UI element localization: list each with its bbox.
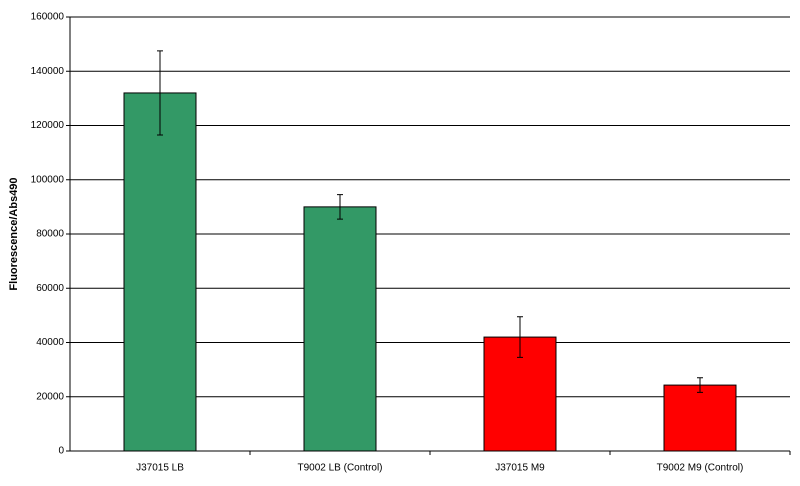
bar (123, 92, 197, 452)
error-bar (157, 50, 163, 136)
bar (663, 384, 737, 452)
y-tick-label: 100000 (31, 174, 65, 185)
error-bar (337, 194, 343, 220)
x-tick-label: T9002 LB (Control) (297, 463, 382, 474)
y-tick-label: 80000 (36, 229, 64, 240)
error-bar (697, 377, 703, 393)
y-axis-label: Fluorescence/Abs490 (8, 177, 20, 290)
x-tick-label: T9002 M9 (Control) (657, 463, 744, 474)
x-tick-label: J37015 M9 (495, 463, 545, 474)
y-tick-label: 160000 (31, 12, 65, 23)
bar (303, 206, 377, 452)
y-tick-label: 140000 (31, 66, 65, 77)
x-tick-label: J37015 LB (136, 463, 184, 474)
y-tick-label: 120000 (31, 120, 65, 131)
y-tick-label: 60000 (36, 283, 64, 294)
y-tick-label: 20000 (36, 391, 64, 402)
y-tick-label: 40000 (36, 337, 64, 348)
y-tick-label: 0 (58, 446, 64, 457)
error-bar (517, 316, 523, 358)
